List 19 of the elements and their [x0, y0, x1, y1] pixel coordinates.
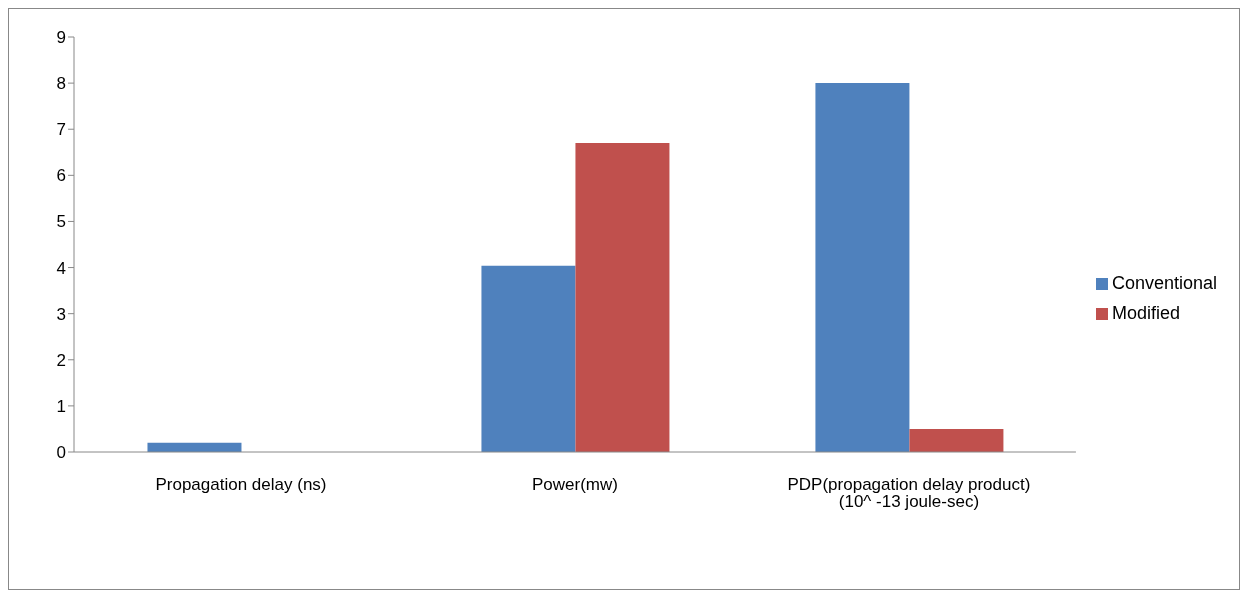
x-tick-label: Power(mw) [531, 475, 618, 495]
y-tick-label: 7 [56, 120, 66, 140]
legend-label: Modified [1111, 303, 1180, 323]
y-tick-label: 4 [56, 258, 66, 278]
y-tick-label: 2 [56, 350, 66, 370]
x-tick-label: Propagation delay (ns) [155, 475, 327, 495]
bar [575, 143, 670, 452]
x-tick-label: PDP(propagation delay product) (10^ -13 joule-sec) [787, 475, 1031, 512]
legend-label: Conventional [1111, 273, 1217, 293]
y-tick-label: 6 [56, 166, 66, 186]
bar [481, 265, 576, 452]
y-tick-label: 5 [56, 212, 66, 232]
bar [815, 83, 910, 452]
y-tick-label: 1 [56, 396, 66, 416]
y-tick-label: 9 [56, 28, 66, 48]
y-tick-label: 8 [56, 74, 66, 94]
y-tick-label: 3 [56, 304, 66, 324]
bar [909, 428, 1004, 452]
y-tick-label: 0 [56, 443, 66, 463]
